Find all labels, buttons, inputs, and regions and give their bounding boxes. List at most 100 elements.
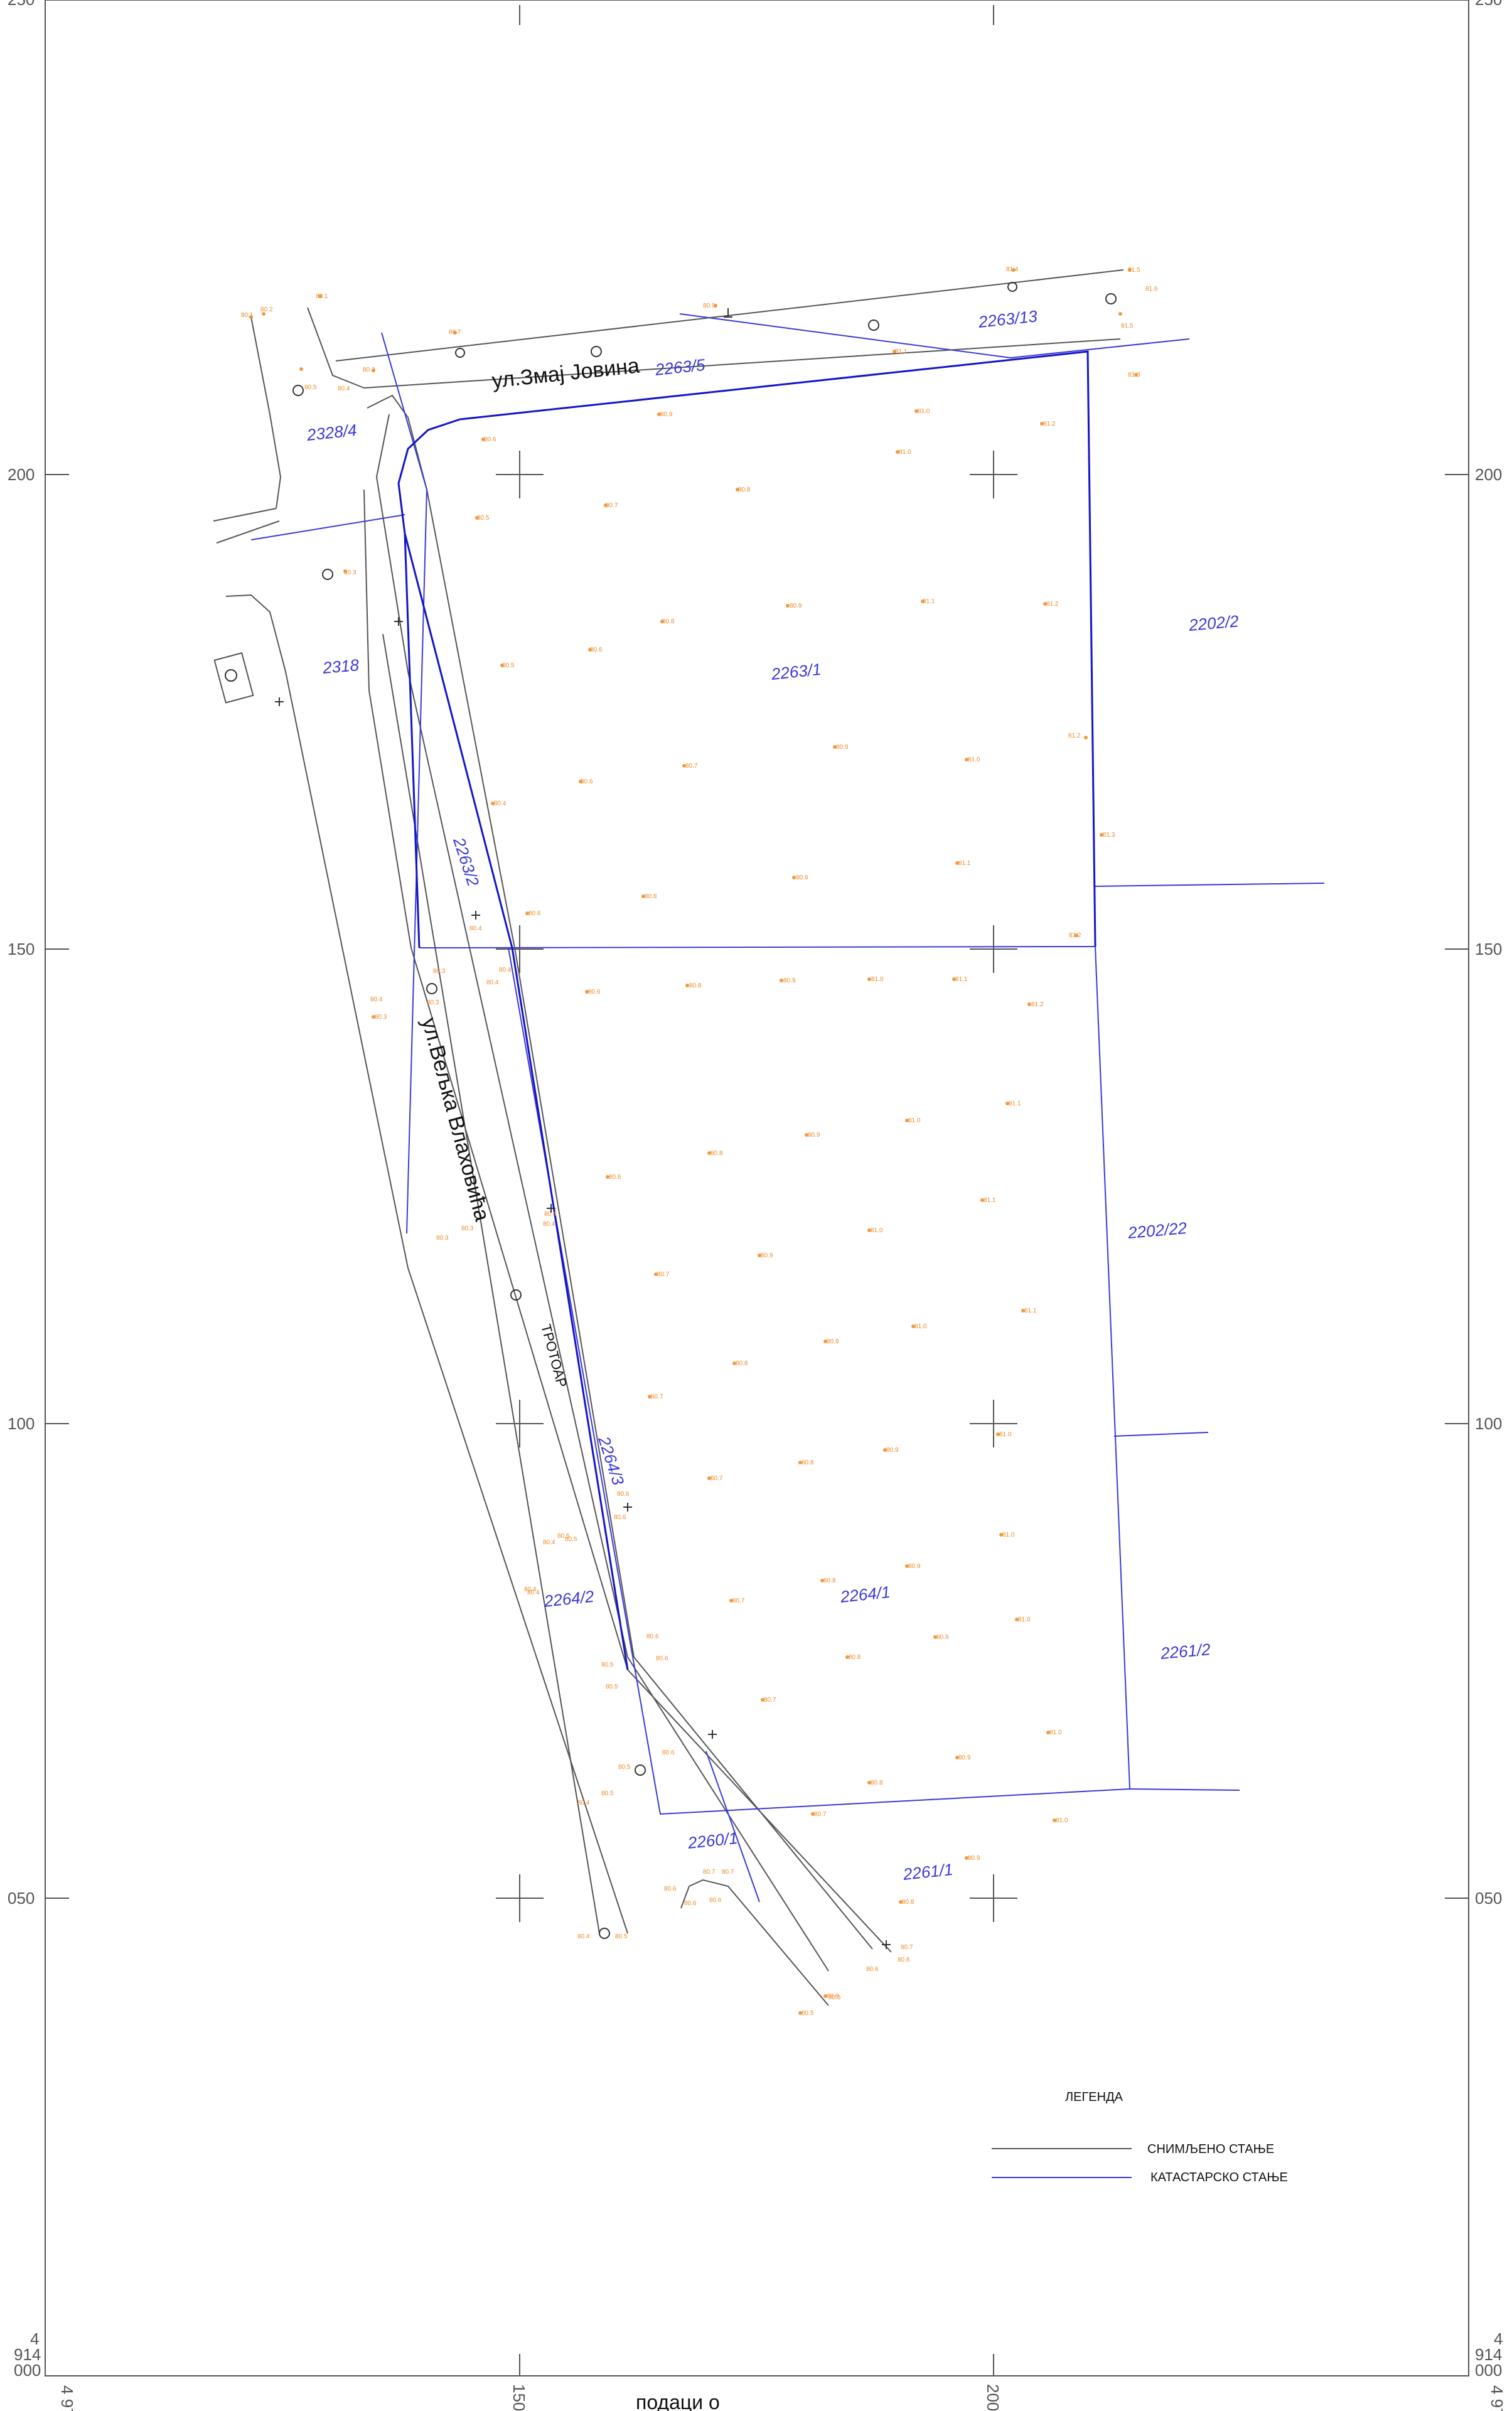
grid-label-y-left-150: 150 <box>8 940 35 958</box>
parcel-label-2328-4: 2328/4 <box>305 421 357 444</box>
street-label-veljka-vlahovica: ул.Вељка Влаховића <box>417 1015 494 1223</box>
svg-text:81.0: 81.0 <box>918 408 930 415</box>
svg-text:81.1: 81.1 <box>955 976 968 983</box>
grid-label-y-left-100: 100 <box>8 1414 35 1433</box>
parcel-label-2263-1: 2263/1 <box>769 660 822 684</box>
parcel-label-2202-22: 2202/22 <box>1127 1218 1188 1242</box>
svg-text:81.0: 81.0 <box>1018 1616 1031 1623</box>
svg-text:80.7: 80.7 <box>657 1271 670 1278</box>
parcel-label-2263-5: 2263/5 <box>653 355 706 379</box>
parcel-label-2261-2: 2261/2 <box>1159 1640 1211 1663</box>
corner-left-vertical: 4 97 100 <box>58 2385 77 2411</box>
svg-text:80.9: 80.9 <box>703 303 716 309</box>
svg-text:81.2: 81.2 <box>1031 1001 1044 1008</box>
svg-text:80.2: 80.2 <box>260 306 273 313</box>
svg-text:80.7: 80.7 <box>710 1475 723 1482</box>
svg-text:80.8: 80.8 <box>902 1899 914 1906</box>
grid-label-y-right-200: 200 <box>1475 465 1502 484</box>
svg-text:81.3: 81.3 <box>1128 372 1140 379</box>
grid-label-y-left-200: 200 <box>8 465 35 484</box>
street-label-zmaj-jovina: ул.Змај Јовина <box>491 353 641 392</box>
svg-text:80.3: 80.3 <box>461 1225 474 1232</box>
svg-text:80.8: 80.8 <box>871 1780 883 1786</box>
svg-text:80.6: 80.6 <box>484 436 496 443</box>
frame-ticks <box>45 5 1469 2376</box>
grid-label-y-right-050: 050 <box>1475 1889 1502 1908</box>
svg-text:81.4: 81.4 <box>1006 266 1019 273</box>
parcel-label-2260-1: 2260/1 <box>686 1828 738 1852</box>
corner-left-line-3: 000 <box>14 2361 41 2380</box>
svg-text:81.0: 81.0 <box>914 1323 927 1330</box>
svg-text:80.3: 80.3 <box>433 968 446 975</box>
elevation-number-glyphs: 80.180.280.1 80.5 80.480.3 80.780.981.1 8… <box>241 266 1158 2017</box>
svg-text:80.5: 80.5 <box>601 1790 614 1797</box>
svg-text:80.8: 80.8 <box>736 1360 748 1367</box>
svg-text:80.8: 80.8 <box>738 486 751 493</box>
footer-text: подаци о <box>636 2391 720 2411</box>
svg-text:81.1: 81.1 <box>958 860 971 867</box>
svg-text:81.2: 81.2 <box>1068 733 1081 739</box>
svg-text:80.4: 80.4 <box>499 967 512 974</box>
svg-text:80.4: 80.4 <box>486 979 499 986</box>
svg-text:80.9: 80.9 <box>827 1338 839 1345</box>
svg-text:80.8: 80.8 <box>823 1577 836 1584</box>
grid-crosses <box>496 451 1017 1922</box>
sidewalk-label: ТРОТОАР <box>538 1323 570 1389</box>
svg-text:81.0: 81.0 <box>1002 1532 1015 1538</box>
svg-text:80.4: 80.4 <box>524 1586 537 1593</box>
svg-text:80.5: 80.5 <box>557 1533 570 1540</box>
cadastre-bold-lines <box>397 350 1096 1670</box>
svg-text:80.6: 80.6 <box>664 1886 677 1893</box>
svg-text:80.6: 80.6 <box>656 1655 668 1662</box>
grid-label-y-right-150: 150 <box>1475 940 1502 958</box>
corner-left-line-2: 914 <box>14 2345 41 2364</box>
svg-text:80.6: 80.6 <box>590 647 603 653</box>
svg-text:80.6: 80.6 <box>709 1897 722 1904</box>
grid-label-y-right-250: 250 <box>1475 0 1502 9</box>
svg-text:80.9: 80.9 <box>958 1754 971 1761</box>
parcel-label-2264-2: 2264/2 <box>542 1587 595 1611</box>
svg-text:81.0: 81.0 <box>899 449 911 456</box>
svg-text:80.9: 80.9 <box>968 1855 980 1862</box>
grid-label-y-left-050: 050 <box>8 1889 35 1908</box>
grid-label-x-150: 150 <box>510 2384 528 2411</box>
parcel-label-2263-13: 2263/13 <box>977 306 1038 331</box>
svg-text:80.7: 80.7 <box>606 502 618 509</box>
svg-text:80.1: 80.1 <box>316 293 328 300</box>
svg-text:80.4: 80.4 <box>527 1589 540 1596</box>
svg-text:80.6: 80.6 <box>866 1966 879 1973</box>
parcel-label-2318: 2318 <box>321 655 360 677</box>
svg-text:80.7: 80.7 <box>449 329 461 336</box>
svg-text:80.4: 80.4 <box>544 1211 557 1218</box>
svg-text:80.7: 80.7 <box>732 1597 745 1604</box>
svg-text:81.0: 81.0 <box>968 756 980 763</box>
svg-text:81.2: 81.2 <box>1043 421 1056 427</box>
map-frame <box>45 0 1469 2376</box>
svg-text:80.4: 80.4 <box>338 385 350 392</box>
svg-text:80.9: 80.9 <box>796 874 808 881</box>
svg-text:81.2: 81.2 <box>1069 932 1081 939</box>
svg-text:80.5: 80.5 <box>606 1683 618 1690</box>
svg-text:80.6: 80.6 <box>684 1900 697 1907</box>
svg-text:80.3: 80.3 <box>436 1235 449 1242</box>
svg-text:80.9: 80.9 <box>836 744 849 751</box>
svg-text:81.0: 81.0 <box>1056 1817 1068 1824</box>
svg-text:80.8: 80.8 <box>689 982 702 989</box>
svg-text:81.0: 81.0 <box>871 976 884 983</box>
legend: ЛЕГЕНДА СНИМЉЕНО СТАЊЕ КАТАСТАРСКО СТАЊЕ <box>992 2090 1288 2184</box>
svg-text:80.5: 80.5 <box>618 1764 631 1771</box>
svg-text:80.9: 80.9 <box>808 1132 820 1139</box>
svg-text:80.5: 80.5 <box>615 1933 628 1940</box>
parcel-label-2202-2: 2202/2 <box>1188 611 1240 635</box>
svg-text:80.4: 80.4 <box>494 800 507 807</box>
svg-text:80.9: 80.9 <box>660 411 673 418</box>
parcel-label-2264-1: 2264/1 <box>839 1582 891 1606</box>
corner-left-coords: 4 914 000 <box>14 2329 41 2380</box>
corner-right-vertical: 4 97 250 <box>1488 2385 1506 2411</box>
svg-text:80.4: 80.4 <box>543 1221 555 1228</box>
svg-text:81.3: 81.3 <box>1103 832 1115 839</box>
svg-text:80.8: 80.8 <box>710 1150 723 1157</box>
svg-text:80.6: 80.6 <box>898 1957 910 1963</box>
svg-text:81.0: 81.0 <box>1049 1729 1062 1736</box>
